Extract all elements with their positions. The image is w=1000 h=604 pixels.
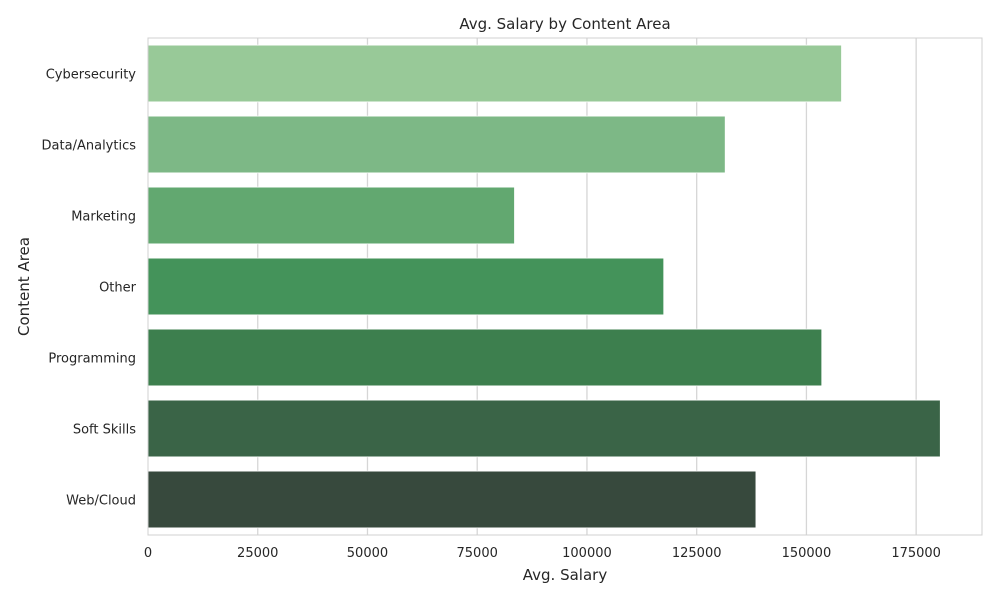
y-tick-label: Cybersecurity xyxy=(46,68,137,83)
y-tick-labels: Cybersecurity Data/Analytics Marketing Othe… xyxy=(42,68,137,509)
y-tick-label: Web/Cloud xyxy=(66,494,136,509)
x-tick-label: 100000 xyxy=(562,546,612,561)
bar-other xyxy=(147,257,665,316)
bar-web-cloud xyxy=(147,470,757,529)
y-tick-label: Data/Analytics xyxy=(42,139,137,154)
bar-layer xyxy=(147,44,941,529)
y-tick-label: Other xyxy=(99,281,137,296)
x-tick-label: 50000 xyxy=(347,546,388,561)
y-axis-title: Content Area xyxy=(15,237,33,336)
x-axis-title: Avg. Salary xyxy=(523,566,608,584)
bar-programming xyxy=(147,328,823,387)
plot-frame xyxy=(147,37,983,536)
bar-cybersecurity xyxy=(147,44,842,103)
x-tick-label: 75000 xyxy=(457,546,498,561)
y-tick-label: Programming xyxy=(48,352,136,367)
x-tick-label: 25000 xyxy=(237,546,278,561)
chart-title: Avg. Salary by Content Area xyxy=(459,15,670,33)
y-tick-label: Soft Skills xyxy=(73,423,136,438)
bar-marketing xyxy=(147,186,515,245)
x-tick-labels: 0 25000 50000 75000 100000 125000 150000 175000 xyxy=(144,546,941,561)
bar-data-analytics xyxy=(147,115,726,174)
bar-soft-skills xyxy=(147,399,941,458)
x-tick-label: 125000 xyxy=(672,546,722,561)
x-tick-label: 175000 xyxy=(891,546,941,561)
y-tick-label: Marketing xyxy=(71,210,136,225)
x-tick-label: 0 xyxy=(144,546,152,561)
x-tick-label: 150000 xyxy=(782,546,832,561)
